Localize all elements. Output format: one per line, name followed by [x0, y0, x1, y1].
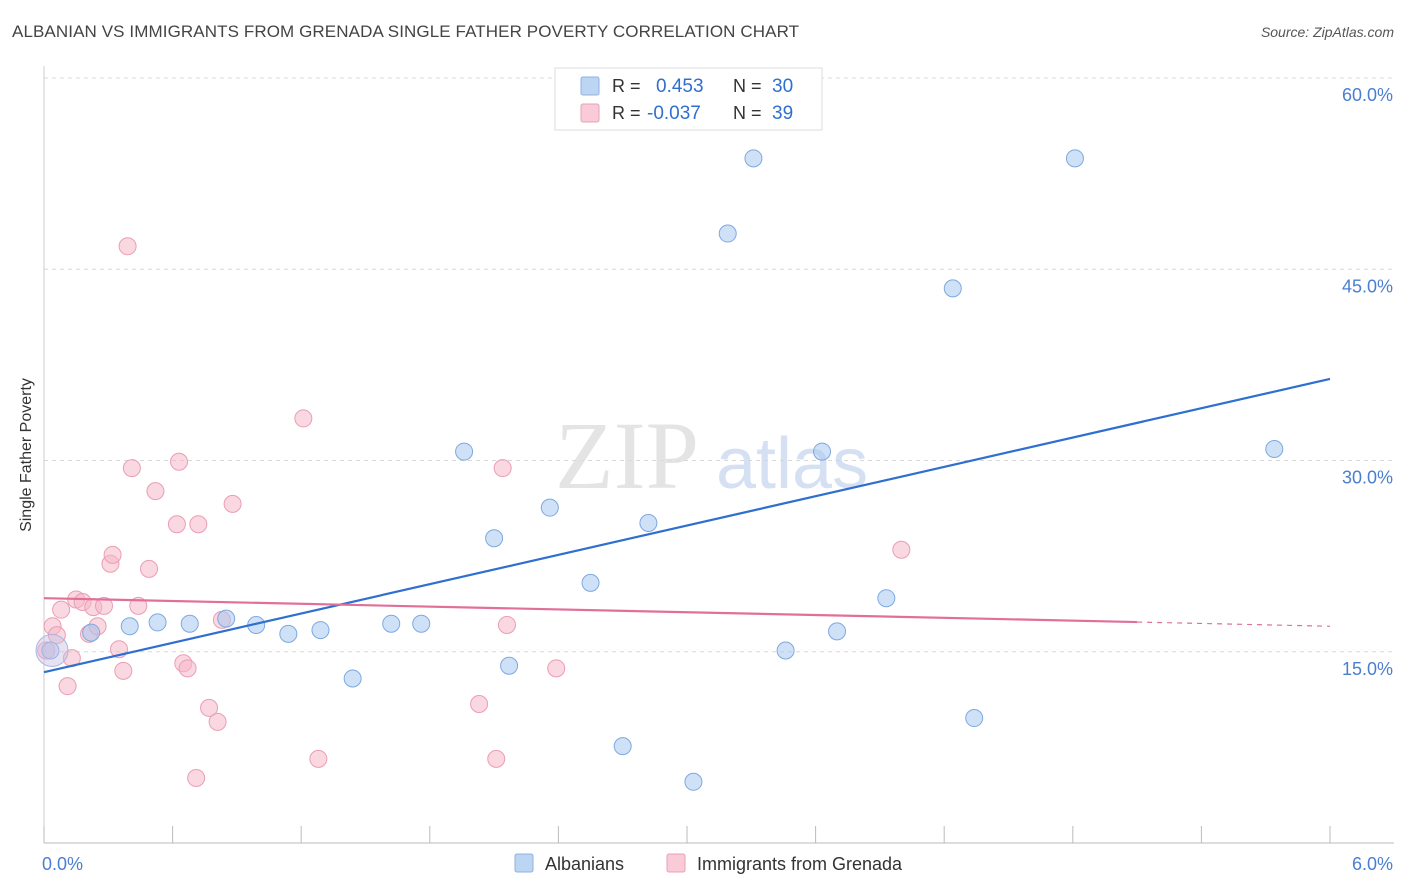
- grenada-point: [309, 749, 328, 768]
- y-axis-label: Single Father Poverty: [18, 378, 35, 532]
- albanians-point: [279, 624, 298, 643]
- grenada-point: [170, 452, 189, 471]
- albanians-point: [1265, 440, 1284, 459]
- grenada-point: [208, 712, 227, 731]
- grenada-point: [167, 515, 186, 534]
- chart-title: ALBANIAN VS IMMIGRANTS FROM GRENADA SING…: [12, 22, 800, 41]
- grenada-point: [58, 677, 77, 696]
- grenada-point: [129, 596, 148, 615]
- trend-lines: [43, 377, 1331, 674]
- grenada-point: [146, 482, 165, 501]
- legend-grenada-swatch: [666, 853, 686, 873]
- legend-r-value: 0.453: [656, 76, 704, 97]
- y-tick-label: 60.0%: [1342, 85, 1393, 105]
- legend-n-label: N =: [733, 103, 762, 123]
- y-tick-label: 15.0%: [1342, 659, 1393, 679]
- grenada-point: [118, 237, 137, 256]
- grenada-point: [493, 459, 512, 478]
- gridlines: [44, 77, 1394, 653]
- albanians-point: [718, 224, 737, 243]
- albanians-point: [776, 641, 795, 660]
- y-tick-label: 30.0%: [1342, 468, 1393, 488]
- albanians-point: [382, 614, 401, 633]
- albanians-point: [311, 621, 330, 640]
- albanians-point: [500, 656, 519, 675]
- albanians-point: [455, 442, 474, 461]
- series-grenada-points: [37, 237, 911, 787]
- grenada-point: [114, 661, 133, 680]
- grenada-point: [892, 540, 911, 559]
- legend-n-value: 30: [772, 76, 793, 97]
- legend-n-label: N =: [733, 76, 762, 96]
- series-albanians-points: [35, 149, 1284, 791]
- legend-albanians-swatch: [514, 853, 534, 873]
- legend-n-value: 39: [772, 103, 793, 124]
- grenada-point: [470, 695, 489, 714]
- albanians-point: [217, 609, 236, 628]
- albanians-point: [613, 737, 632, 756]
- grenada-point: [122, 459, 141, 478]
- cluster-point: [35, 633, 69, 667]
- legend-r-value: -0.037: [647, 103, 701, 124]
- albanians-point: [877, 589, 896, 608]
- x-tick-label: 0.0%: [42, 854, 83, 874]
- grenada-point: [95, 596, 114, 615]
- legend-grenada-label: Immigrants from Grenada: [697, 854, 903, 874]
- albanians-point: [828, 622, 847, 641]
- albanians-point: [485, 529, 504, 548]
- albanians-point: [148, 613, 167, 632]
- grenada-trend-line-extension: [1137, 621, 1331, 627]
- albanians-point: [581, 573, 600, 592]
- albanians-point: [965, 709, 984, 728]
- y-tick-label: 45.0%: [1342, 276, 1393, 296]
- grenada-point: [200, 698, 219, 717]
- grenada-point: [294, 409, 313, 428]
- legend-r-label: R =: [612, 103, 641, 123]
- grenada-point: [487, 749, 506, 768]
- albanians-point: [180, 614, 199, 633]
- watermark-zip: ZIP: [555, 402, 699, 509]
- legend-swatch-blue: [580, 76, 600, 96]
- albanians-point: [639, 513, 658, 532]
- albanians-point: [813, 442, 832, 461]
- legend-swatch-pink: [580, 103, 600, 123]
- grenada-point: [103, 545, 122, 564]
- grenada-point: [52, 600, 71, 619]
- albanians-point: [744, 149, 763, 168]
- axes: [43, 66, 1394, 844]
- series-legend: Albanians Immigrants from Grenada: [514, 853, 903, 874]
- albanians-point: [540, 498, 559, 517]
- grenada-point: [497, 615, 516, 634]
- albanians-point: [41, 641, 60, 660]
- grenada-point: [547, 659, 566, 678]
- grenada-point: [178, 659, 197, 678]
- grenada-point: [223, 494, 242, 513]
- source-credit: Source: ZipAtlas.com: [1260, 24, 1394, 40]
- albanians-trend-line: [43, 377, 1331, 674]
- x-tick-label: 6.0%: [1352, 854, 1393, 874]
- legend-r-label: R =: [612, 76, 641, 96]
- legend-albanians-label: Albanians: [545, 854, 624, 874]
- albanians-point: [1065, 149, 1084, 168]
- grenada-trend-line: [43, 597, 1138, 624]
- albanians-point: [684, 772, 703, 791]
- watermark-atlas: atlas: [716, 424, 868, 504]
- albanians-point: [943, 279, 962, 298]
- stats-legend: R = 0.453 N = 30 R = -0.037 N = 39: [554, 67, 823, 131]
- albanians-point: [412, 614, 431, 633]
- albanians-point: [82, 623, 101, 642]
- tick-labels: 15.0% 30.0% 45.0% 60.0% 0.0% 6.0%: [42, 85, 1393, 874]
- grenada-point: [140, 559, 159, 578]
- albanians-point: [120, 617, 139, 636]
- grenada-point: [189, 515, 208, 534]
- grenada-point: [187, 768, 206, 787]
- albanians-point: [343, 669, 362, 688]
